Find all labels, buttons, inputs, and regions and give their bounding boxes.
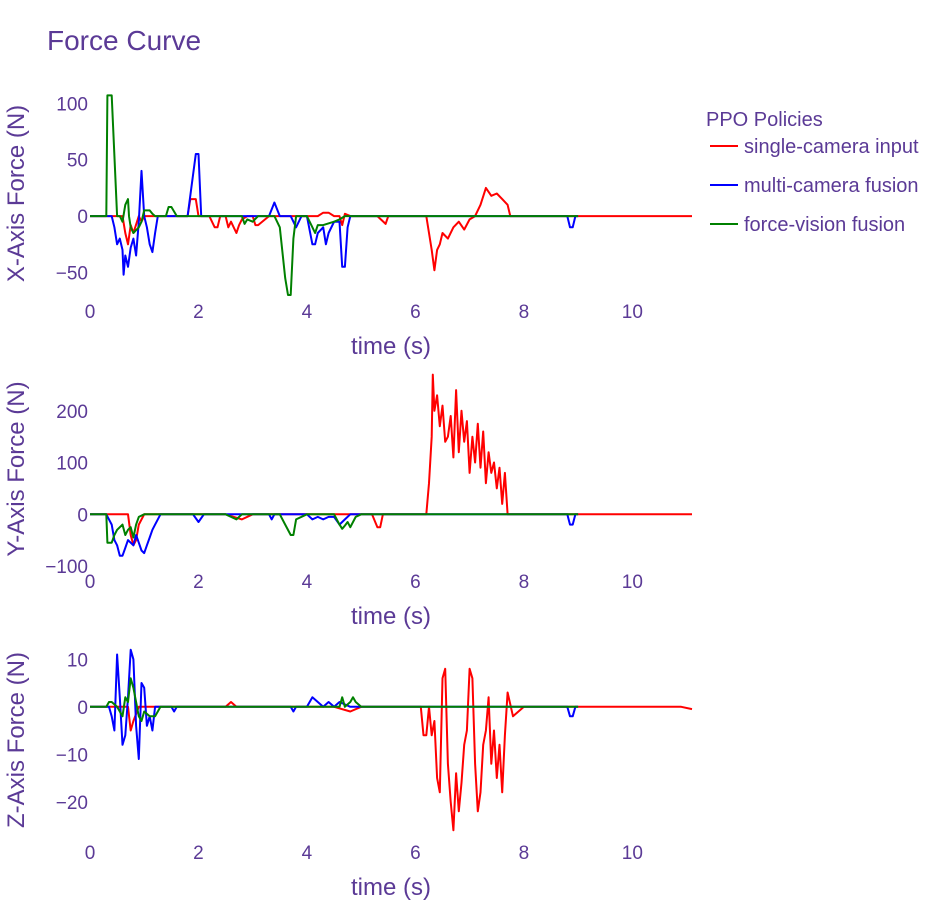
legend-label-force-vision: force-vision fusion — [744, 214, 905, 236]
series-line-single-camera-input — [90, 373, 692, 547]
x-tick-label: 0 — [85, 302, 96, 323]
chart-title: Force Curve — [47, 25, 201, 56]
x-axis-title: time (s) — [351, 603, 431, 630]
y-tick-label: 100 — [56, 454, 88, 475]
x-tick-label: 6 — [410, 843, 421, 864]
legend-label-multi-camera: multi-camera fusion — [744, 175, 919, 197]
y-tick-label: 0 — [77, 505, 88, 526]
x-tick-label: 6 — [410, 302, 421, 323]
y-tick-label: −100 — [45, 557, 88, 578]
x-tick-label: 2 — [193, 843, 204, 864]
legend: PPO Policies single-camera input multi-c… — [706, 109, 919, 236]
legend-item-single-camera[interactable]: single-camera input — [710, 136, 919, 158]
x-tick-label: 10 — [622, 302, 643, 323]
x-tick-label: 2 — [193, 572, 204, 593]
y-tick-label: 0 — [77, 698, 88, 719]
x-tick-label: 0 — [85, 843, 96, 864]
legend-title: PPO Policies — [706, 109, 823, 131]
x-tick-label: 8 — [519, 302, 530, 323]
series-line-single-camera-input — [90, 186, 692, 272]
y-axis-title: Y-Axis Force (N) — [3, 381, 30, 556]
series-line-force-vision-fusion — [90, 513, 579, 544]
x-tick-label: 8 — [519, 843, 530, 864]
y-axis-title: Z-Axis Force (N) — [3, 652, 30, 828]
y-tick-label: 10 — [67, 650, 88, 671]
x-tick-label: 8 — [519, 572, 530, 593]
y-tick-label: 200 — [56, 402, 88, 423]
x-tick-label: 10 — [622, 572, 643, 593]
y-tick-label: −10 — [56, 745, 88, 766]
series-line-multi-camera-fusion — [90, 513, 579, 557]
y-tick-label: 0 — [77, 207, 88, 228]
x-axis-title: time (s) — [351, 333, 431, 360]
x-axis-title: time (s) — [351, 874, 431, 901]
series-line-force-vision-fusion — [90, 94, 579, 296]
x-tick-label: 2 — [193, 302, 204, 323]
x-tick-label: 4 — [302, 572, 313, 593]
y-tick-label: −20 — [56, 793, 88, 814]
x-tick-label: 4 — [302, 302, 313, 323]
series-line-single-camera-input — [90, 667, 693, 832]
series-line-multi-camera-fusion — [90, 153, 579, 276]
y-tick-label: 100 — [56, 94, 88, 115]
x-tick-label: 0 — [85, 572, 96, 593]
y-axis-title: X-Axis Force (N) — [3, 105, 30, 282]
subplot-3: 10 0 −10 −20 0 2 4 6 8 10 time (s) Z-Axis Force (N) — [3, 648, 693, 901]
series-line-force-vision-fusion — [90, 677, 579, 722]
legend-item-multi-camera[interactable]: multi-camera fusion — [710, 175, 919, 197]
legend-label-single-camera: single-camera input — [744, 136, 919, 158]
x-tick-label: 4 — [302, 843, 313, 864]
subplot-1: 100 50 0 −50 0 2 4 6 8 10 time (s) X-Axis Force (N) — [3, 94, 692, 360]
y-tick-label: −50 — [56, 263, 88, 284]
x-tick-label: 6 — [410, 572, 421, 593]
y-tick-label: 50 — [67, 151, 88, 172]
x-tick-label: 10 — [622, 843, 643, 864]
legend-item-force-vision[interactable]: force-vision fusion — [710, 214, 905, 236]
